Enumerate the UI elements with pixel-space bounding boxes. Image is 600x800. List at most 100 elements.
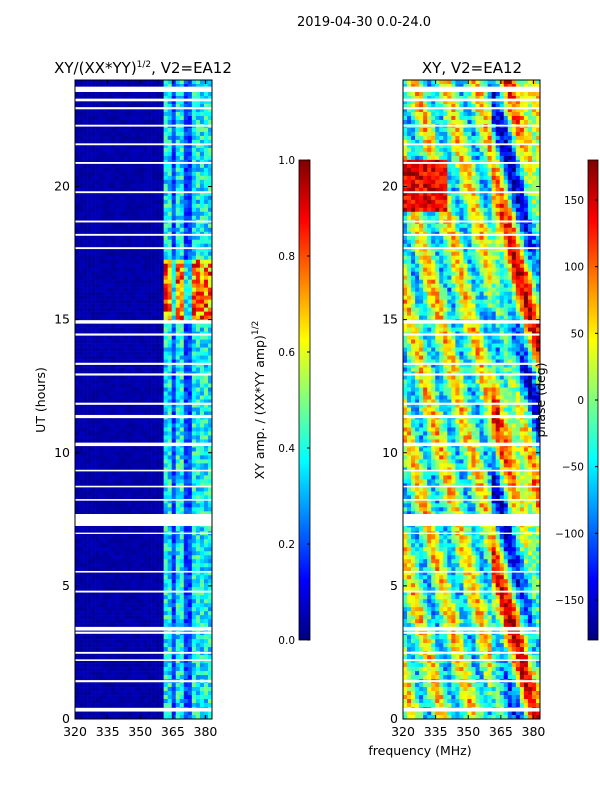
amplitude-cell — [207, 251, 213, 257]
amplitude-cell — [167, 571, 173, 576]
amplitude-cell — [163, 511, 168, 516]
amplitude-cell — [199, 659, 205, 664]
amplitude-cell — [143, 367, 148, 372]
amplitude-cell — [143, 111, 148, 117]
amplitude-cell — [115, 307, 120, 312]
amplitude-cell — [163, 375, 168, 380]
amplitude-cell — [95, 387, 100, 392]
amplitude-cell — [163, 347, 168, 352]
amplitude-cell — [79, 427, 84, 432]
amplitude-cell — [183, 151, 189, 157]
amplitude-cell — [139, 559, 144, 564]
amplitude-cell — [163, 623, 168, 628]
amplitude-cell — [151, 287, 156, 292]
amplitude-cell — [171, 467, 177, 472]
amplitude-cell — [143, 335, 148, 340]
amplitude-cell — [135, 435, 140, 440]
amplitude-cell — [139, 487, 144, 492]
amplitude-cell — [199, 643, 205, 648]
amplitude-cell — [179, 303, 185, 308]
amplitude-cell — [115, 103, 120, 109]
amplitude-cell — [143, 267, 148, 272]
amplitude-cell — [199, 475, 205, 480]
amplitude-cell — [191, 475, 197, 480]
amplitude-cell — [159, 347, 164, 352]
amplitude-cell — [183, 259, 189, 265]
amplitude-cell — [75, 507, 80, 512]
amplitude-cell — [191, 555, 197, 560]
amplitude-cell — [127, 451, 132, 456]
amplitude-cell — [199, 80, 205, 85]
amplitude-cell — [179, 623, 185, 628]
amplitude-cell — [139, 359, 144, 364]
amplitude-cell — [99, 163, 104, 169]
amplitude-cell — [91, 551, 96, 556]
amplitude-cell — [119, 95, 124, 101]
amplitude-cell — [151, 407, 156, 412]
amplitude-cell — [131, 227, 136, 233]
amplitude-cell — [191, 387, 197, 392]
amplitude-cell — [203, 647, 209, 652]
amplitude-cell — [187, 339, 193, 344]
amplitude-cell — [191, 483, 197, 488]
amplitude-cell — [111, 335, 116, 340]
amplitude-cell — [139, 463, 144, 468]
amplitude-cell — [103, 499, 108, 504]
amplitude-cell — [159, 135, 164, 141]
amplitude-cell — [107, 379, 112, 384]
amplitude-cell — [79, 471, 84, 476]
amplitude-cell — [111, 255, 116, 261]
amplitude-cell — [123, 599, 128, 604]
amplitude-cell — [187, 659, 193, 664]
amplitude-cell — [131, 463, 136, 468]
amplitude-cell — [203, 459, 209, 464]
amplitude-cell — [207, 407, 213, 412]
amplitude-cell — [83, 539, 88, 544]
amplitude-cell — [131, 91, 136, 97]
amplitude-cell — [119, 291, 124, 296]
amplitude-cell — [179, 663, 185, 668]
amplitude-cell — [195, 543, 201, 548]
amplitude-cell — [83, 363, 88, 368]
amplitude-cell — [167, 115, 173, 121]
amplitude-cell — [179, 239, 185, 245]
amplitude-cell — [91, 479, 96, 484]
amplitude-cell — [199, 135, 205, 141]
amplitude-cell — [99, 423, 104, 428]
amplitude-cell — [183, 155, 189, 161]
amplitude-cell — [119, 115, 124, 121]
amplitude-cell — [203, 491, 209, 496]
amplitude-cell — [171, 539, 177, 544]
amplitude-cell — [131, 367, 136, 372]
amplitude-cell — [155, 303, 160, 308]
amplitude-cell — [99, 547, 104, 552]
amplitude-cell — [195, 131, 201, 137]
amplitude-cell — [75, 383, 80, 388]
amplitude-cell — [163, 363, 168, 368]
amplitude-cell — [91, 303, 96, 308]
amplitude-cell — [199, 467, 205, 472]
amplitude-cell — [143, 303, 148, 308]
amplitude-cell — [143, 315, 148, 320]
amplitude-cell — [171, 355, 177, 360]
amplitude-cell — [147, 395, 152, 400]
amplitude-cell — [147, 295, 152, 300]
amplitude-cell — [91, 563, 96, 568]
amplitude-cell — [135, 211, 140, 217]
amplitude-cell — [171, 155, 177, 161]
amplitude-cell — [95, 155, 100, 161]
amplitude-cell — [99, 107, 104, 113]
amplitude-cell — [179, 167, 185, 173]
amplitude-cell — [183, 139, 189, 145]
amplitude-cell — [171, 463, 177, 468]
amplitude-cell — [155, 147, 160, 153]
amplitude-cell — [103, 315, 108, 320]
amplitude-cell — [99, 315, 104, 320]
amplitude-cell — [175, 215, 181, 221]
amplitude-cell — [195, 299, 201, 304]
amplitude-cell — [143, 435, 148, 440]
amplitude-cell — [183, 479, 189, 484]
amplitude-cell — [103, 235, 108, 241]
amplitude-cell — [87, 403, 92, 408]
amplitude-cell — [207, 571, 213, 576]
